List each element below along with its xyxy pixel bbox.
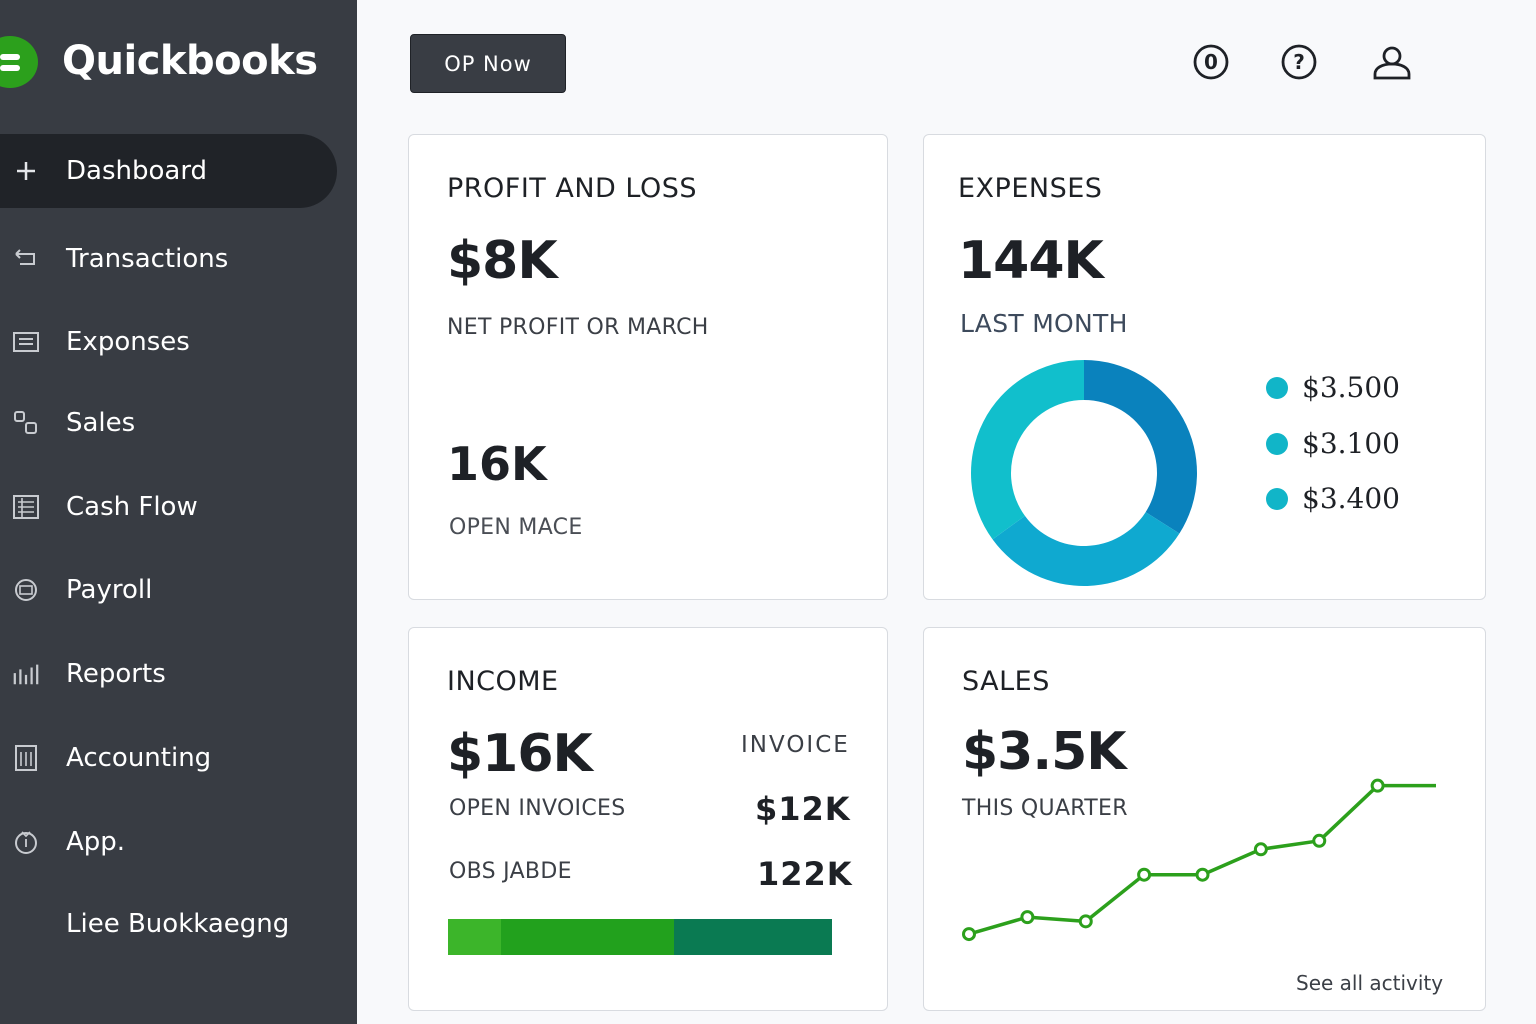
legend-item: $3.100 <box>1266 427 1400 460</box>
bar-segment <box>501 919 674 955</box>
sales-data-point <box>1137 867 1152 882</box>
sidebar-item-label: Payroll <box>66 575 153 605</box>
income-row-value: 122K <box>757 855 853 893</box>
svg-text:?: ? <box>1293 50 1305 74</box>
sales-data-point <box>1253 842 1268 857</box>
sales-line-chart <box>962 778 1436 942</box>
legend-item: $3.400 <box>1266 482 1400 515</box>
plus-icon <box>12 157 40 185</box>
quickbooks-logo-icon <box>0 36 38 88</box>
sales-data-point <box>1370 778 1385 793</box>
see-all-activity-link[interactable]: See all activity <box>1296 971 1444 995</box>
sales-series-line <box>968 783 1436 936</box>
legend-label: $3.100 <box>1302 427 1400 460</box>
sales-data-point <box>1312 833 1327 848</box>
sales-data-point <box>1078 914 1093 929</box>
sidebar-item-live-bookkeeping[interactable]: Liee Buokkaegng <box>0 887 337 961</box>
sidebar-item-label: Transactions <box>66 244 229 274</box>
sidebar-item-transactions[interactable]: Transactions <box>0 222 337 296</box>
sidebar-item-payroll[interactable]: Payroll <box>0 553 337 627</box>
sidebar: Quickbooks Dashboard Transactions Expons… <box>0 0 357 1024</box>
reports-icon <box>12 660 40 688</box>
donut-slice <box>971 360 1084 540</box>
legend-label: $3.500 <box>1302 371 1400 404</box>
profit-loss-card[interactable]: PROFIT AND LOSS $8K NET PROFIT OR MARCH … <box>408 134 888 600</box>
card-title: PROFIT AND LOSS <box>447 173 698 204</box>
sidebar-item-label: Dashboard <box>66 156 208 186</box>
list-icon <box>12 328 40 356</box>
sidebar-item-label: Liee Buokkaegng <box>66 909 290 939</box>
income-row-value: $12K <box>755 790 851 828</box>
expenses-card[interactable]: EXPENSES 144K LAST MONTH $3.500 $3.100 $… <box>923 134 1486 600</box>
help-icon[interactable]: ? <box>1281 44 1317 80</box>
invoice-header: INVOICE <box>741 732 850 758</box>
donut-slice <box>992 512 1180 586</box>
payroll-icon <box>12 576 40 604</box>
sales-data-point <box>1020 910 1035 925</box>
income-row-label: OPEN INVOICES <box>449 796 626 821</box>
sidebar-item-expenses[interactable]: Exponses <box>0 305 337 379</box>
net-profit-value: $8K <box>447 231 558 291</box>
secondary-label: OPEN MACE <box>449 515 583 540</box>
sidebar-item-cash-flow[interactable]: Cash Flow <box>0 470 337 544</box>
bar-segment <box>674 919 832 955</box>
transactions-icon <box>12 245 40 273</box>
expenses-period: LAST MONTH <box>960 309 1128 338</box>
sales-value: $3.5K <box>962 722 1127 782</box>
sidebar-item-label: Cash Flow <box>66 492 198 522</box>
sales-period: THIS QUARTER <box>962 796 1128 821</box>
sidebar-item-dashboard[interactable]: Dashboard <box>0 134 337 208</box>
income-row-label: OBS JABDE <box>449 859 572 884</box>
sales-icon <box>12 409 40 437</box>
user-icon[interactable] <box>1372 44 1411 80</box>
legend-dot <box>1266 487 1288 510</box>
expenses-donut-chart <box>971 360 1197 586</box>
income-progress-bar <box>448 919 832 955</box>
cashflow-icon <box>12 493 40 521</box>
sidebar-item-accounting[interactable]: Accounting <box>0 721 337 795</box>
sidebar-item-label: Accounting <box>66 743 212 773</box>
secondary-value: 16K <box>447 437 547 491</box>
card-title: SALES <box>962 666 1050 697</box>
accounting-icon <box>12 744 40 772</box>
app-name: Quickbooks <box>62 38 318 84</box>
income-value: $16K <box>447 724 593 784</box>
sidebar-item-reports[interactable]: Reports <box>0 637 337 711</box>
card-title: INCOME <box>447 666 559 697</box>
sidebar-item-sales[interactable]: Sales <box>0 386 337 460</box>
legend-item: $3.500 <box>1266 371 1400 404</box>
legend-label: $3.400 <box>1302 482 1400 515</box>
sidebar-item-label: Sales <box>66 408 136 438</box>
income-card[interactable]: INCOME $16K INVOICE OPEN INVOICES $12K O… <box>408 627 888 1011</box>
bar-segment <box>448 919 501 955</box>
notification-count: 0 <box>1204 50 1218 74</box>
apps-icon <box>12 828 40 856</box>
op-now-button[interactable]: OP Now <box>410 34 566 93</box>
sales-data-point <box>962 927 976 942</box>
net-profit-label: NET PROFIT OR MARCH <box>447 315 709 340</box>
sidebar-item-label: App. <box>66 827 126 857</box>
sales-card[interactable]: SALES $3.5K THIS QUARTER See all activit… <box>923 627 1486 1011</box>
sidebar-item-label: Reports <box>66 659 166 689</box>
card-title: EXPENSES <box>958 173 1103 204</box>
expenses-value: 144K <box>958 231 1104 291</box>
legend-dot <box>1266 376 1288 399</box>
sales-data-point <box>1195 867 1210 882</box>
legend-dot <box>1266 432 1288 455</box>
donut-slice <box>1084 360 1197 534</box>
notification-count-icon[interactable]: 0 <box>1193 44 1229 80</box>
sidebar-item-apps[interactable]: App. <box>0 805 337 879</box>
sidebar-item-label: Exponses <box>66 327 190 357</box>
